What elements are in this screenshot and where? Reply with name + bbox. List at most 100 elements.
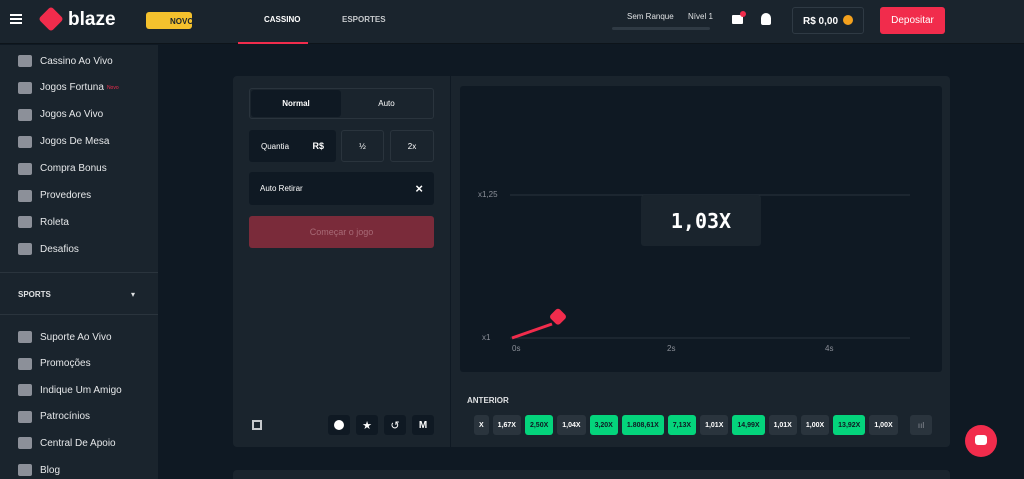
history-list: X 1,67X 2,50X 1,04X 3,20X 1.808,61X 7,13X 1,01X… (474, 415, 906, 435)
start-button[interactable]: Começar o jogo (249, 216, 434, 248)
header: blaze NOVO CASSINO ESPORTES Sem Ranque N… (0, 0, 1024, 44)
divider (0, 272, 158, 273)
divider (0, 314, 158, 315)
stats-button[interactable]: ııl (910, 415, 932, 435)
nav-label: Patrocínios (40, 411, 91, 423)
novo-badge[interactable]: NOVO (146, 12, 194, 29)
multiplier: 1,03X (641, 195, 761, 246)
nav-icon (18, 243, 32, 256)
nav-icon (18, 410, 32, 423)
nav-label: Jogos Ao Vivo (40, 109, 104, 121)
chevron[interactable]: ▾ (131, 290, 136, 299)
history-chip[interactable]: 1,00X (800, 415, 830, 435)
separator (450, 76, 451, 447)
history-chip[interactable]: 1,01X (700, 415, 729, 435)
auto-cashout[interactable]: Auto Retirar × (249, 172, 434, 205)
coin-icon (843, 15, 853, 25)
level: Nível 1 (688, 12, 713, 21)
menu-icon[interactable] (10, 14, 22, 16)
y-label: x1 (482, 333, 491, 342)
sidebar: SPORTS ▾ Cassino Ao Vivo Jogos Fortuna Nov… (0, 45, 158, 479)
notification-dot (740, 11, 746, 17)
nav-item[interactable]: Jogos Fortuna Novo (18, 80, 119, 96)
nav-label: Cassino Ao Vivo (40, 55, 113, 67)
tab[interactable]: ESPORTES (342, 15, 386, 24)
favorite-button[interactable]: ★ (356, 415, 378, 435)
info-button[interactable] (328, 415, 350, 435)
nav-label: Compra Bonus (40, 163, 107, 175)
nav-label: Central De Apoio (40, 437, 116, 449)
provider-button[interactable]: M (412, 415, 434, 435)
user-icon[interactable] (761, 13, 771, 25)
game-panel: Normal Auto Quantia R$ ½ 2x Auto Retirar ×… (233, 76, 950, 447)
inbox-icon[interactable] (732, 15, 743, 24)
nav-item[interactable]: Cassino Ao Vivo (18, 53, 113, 69)
nav-icon (18, 357, 32, 370)
history-chip[interactable]: 1.808,61X (621, 415, 664, 435)
nav-icon (18, 81, 32, 94)
nav-item[interactable]: Central De Apoio (18, 435, 116, 451)
history-chip[interactable]: 1,67X (492, 415, 521, 435)
y-label: x1,25 (478, 190, 498, 199)
double-button[interactable]: 2x (390, 130, 434, 162)
nav-item[interactable]: Jogos De Mesa (18, 134, 109, 150)
history-chip[interactable]: 1,04X (557, 415, 586, 435)
rocket (550, 308, 566, 325)
history-chip[interactable]: 13,92X (833, 415, 866, 435)
history-chip[interactable]: 1,01X (768, 415, 797, 435)
nav-icon (18, 216, 32, 229)
fullscreen-icon[interactable] (252, 420, 262, 430)
history-chip[interactable]: 14,99X (732, 415, 765, 435)
nav-item[interactable]: Indique Um Amigo (18, 382, 122, 398)
nav-item[interactable]: Blog (18, 462, 60, 478)
nav-label: Indique Um Amigo (40, 384, 122, 396)
nav-label: Jogos De Mesa (40, 136, 110, 148)
nav-item[interactable]: Roleta (18, 214, 69, 230)
nav-label: Desafios (40, 243, 79, 255)
history-chip[interactable]: 1,00X (869, 415, 898, 435)
nav-item[interactable]: Jogos Ao Vivo (18, 107, 103, 123)
nav-icon (18, 384, 32, 397)
rocket-trail (511, 322, 553, 340)
nav-item[interactable]: Promoções (18, 356, 91, 372)
half-button[interactable]: ½ (341, 130, 384, 162)
nav-item[interactable]: Suporte Ao Vivo (18, 329, 112, 345)
x-label: 4s (825, 344, 833, 353)
mode-tab[interactable]: Normal (251, 90, 341, 117)
nav-label: Provedores (40, 190, 92, 201)
amount-input[interactable]: Quantia R$ (249, 130, 336, 162)
nav-item[interactable]: Provedores (18, 188, 91, 204)
history-button[interactable]: ↺ (384, 415, 406, 435)
nav-icon (18, 437, 32, 450)
rank: Sem Ranque (627, 12, 674, 21)
clear[interactable]: × (415, 181, 423, 196)
history-chip[interactable]: X (474, 415, 489, 435)
nav-label: Blog (40, 464, 61, 476)
nav-icon (18, 189, 32, 202)
currency: R$ (312, 141, 324, 151)
section-title[interactable]: SPORTS (18, 290, 51, 299)
nav-icon (18, 331, 32, 343)
active-tab (238, 0, 308, 44)
chat-button[interactable] (965, 425, 997, 457)
history-chip[interactable]: 2,50X (524, 415, 554, 435)
nav-icon (18, 464, 32, 476)
tab[interactable]: CASSINO (264, 15, 301, 24)
logo-icon (38, 6, 64, 32)
label: Quantia (261, 141, 290, 151)
nav-label: Roleta (40, 216, 69, 228)
history-chip[interactable]: 7,13X (667, 415, 697, 435)
logo[interactable]: blaze (68, 9, 116, 30)
nav-item[interactable]: Patrocínios (18, 409, 90, 425)
nav-item[interactable]: Compra Bonus (18, 161, 107, 177)
x-label: 2s (667, 344, 675, 353)
mode-tab[interactable]: Auto (378, 99, 395, 108)
balance[interactable]: R$ 0,00 (792, 7, 864, 34)
deposit-button[interactable]: Depositar (880, 7, 945, 34)
nav-item[interactable]: Desafios (18, 241, 79, 257)
nav-icon (18, 135, 32, 148)
nav-icon (18, 162, 32, 175)
history-chip[interactable]: 3,20X (589, 415, 618, 435)
new-tag: Novo (106, 84, 119, 91)
